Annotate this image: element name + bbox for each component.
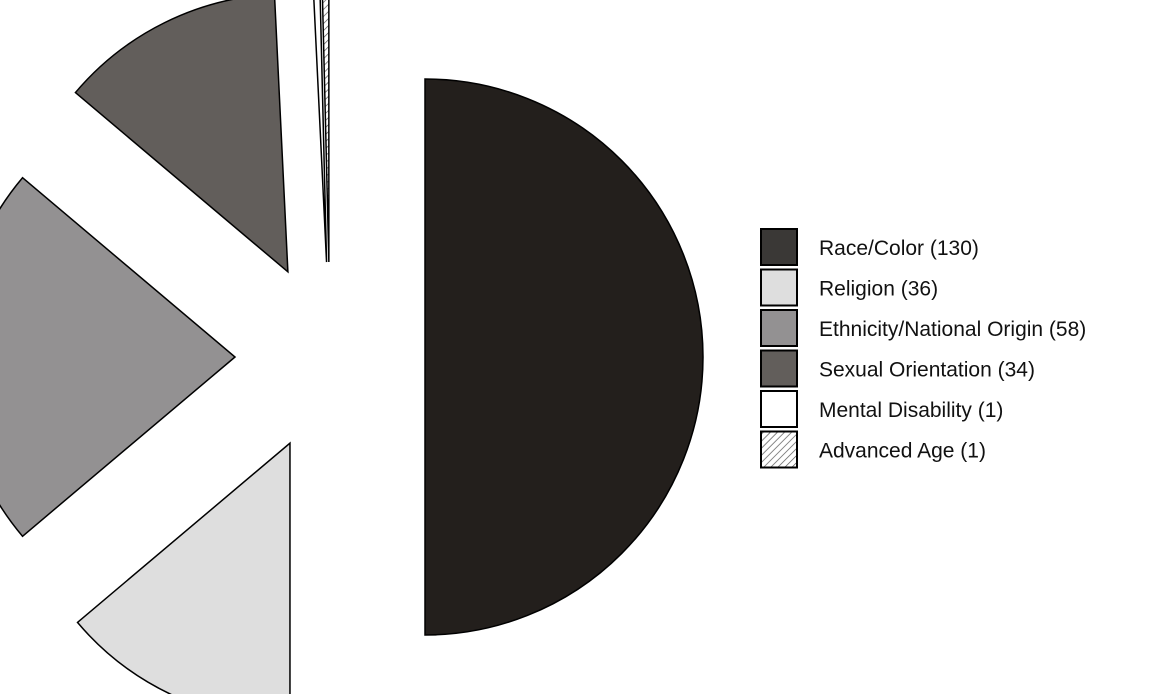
legend-item-religion: Religion (36) xyxy=(760,268,938,307)
legend-swatch xyxy=(760,349,798,388)
legend-label: Mental Disability (1) xyxy=(819,399,1003,422)
legend-item-mental-disability: Mental Disability (1) xyxy=(760,390,1003,428)
legend-label: Advanced Age (1) xyxy=(819,440,986,463)
pie-slice-ethnicity-national-origin xyxy=(0,176,237,538)
legend-item-race-color: Race/Color (130) xyxy=(760,228,979,266)
pie-slices xyxy=(0,0,704,694)
legend-swatch xyxy=(760,430,798,469)
legend-item-sexual-orientation: Sexual Orientation (34) xyxy=(760,349,1035,388)
legend-swatch xyxy=(760,390,798,428)
legend-swatch xyxy=(760,268,798,307)
legend-label: Sexual Orientation (34) xyxy=(819,359,1035,382)
pie-slice-advanced-age xyxy=(321,0,330,263)
legend-swatch xyxy=(760,309,798,347)
legend-item-advanced-age: Advanced Age (1) xyxy=(760,430,986,469)
pie-slice-mental-disability xyxy=(313,0,328,263)
pie-slice-religion xyxy=(76,441,291,694)
legend-item-ethnicity-national-origin: Ethnicity/National Origin (58) xyxy=(760,309,1086,347)
legend-swatch xyxy=(760,228,798,266)
legend: Race/Color (130) Religion (36) Ethnicity/N… xyxy=(760,228,1086,469)
pie-slice-sexual-orientation xyxy=(74,0,289,274)
legend-label: Race/Color (130) xyxy=(819,237,979,260)
legend-label: Ethnicity/National Origin (58) xyxy=(819,318,1086,341)
legend-label: Religion (36) xyxy=(819,278,938,301)
pie-slice-race-color xyxy=(424,78,704,636)
